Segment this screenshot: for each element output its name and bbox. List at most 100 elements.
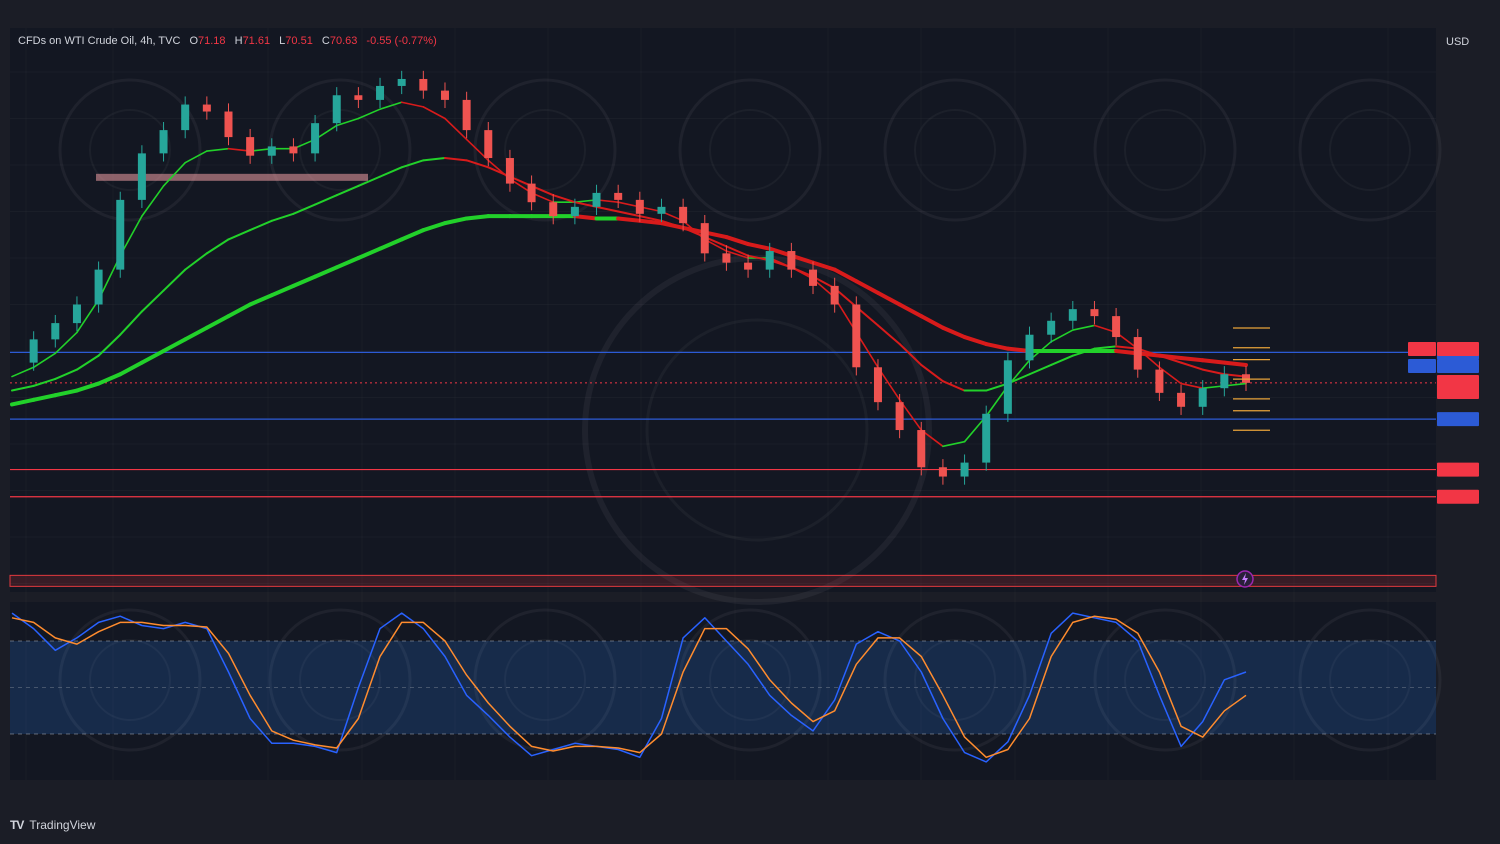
stoch-band: [10, 641, 1436, 734]
ema-line-segment: [1201, 368, 1226, 376]
candle-body: [332, 95, 341, 124]
alert-icon[interactable]: [1236, 570, 1254, 588]
ema-line-segment: [11, 384, 35, 392]
ema-line-segment: [357, 108, 381, 120]
candle-body: [917, 430, 926, 468]
tradingview-brand[interactable]: TV TradingView: [10, 818, 95, 832]
ema-line-segment: [422, 106, 446, 120]
ema-line-segment: [313, 265, 339, 279]
ema-line-segment: [1180, 361, 1204, 371]
candle-body: [744, 262, 753, 270]
ema-line-segment: [595, 205, 620, 213]
ema-line-segment: [184, 150, 208, 164]
ema-line-segment: [1093, 345, 1118, 350]
watermark-seal-icon: [1298, 78, 1442, 222]
ema-line-segment: [919, 314, 945, 330]
watermark-seal-icon: [1298, 608, 1442, 752]
watermark-seal-icon: [268, 608, 412, 752]
ema-line-segment: [334, 256, 361, 270]
ema-line-segment: [1222, 360, 1248, 367]
ema-line-segment: [11, 366, 35, 378]
quote-tag: [1408, 359, 1436, 373]
candle-body: [830, 285, 839, 305]
ema-line-segment: [464, 214, 491, 221]
candle-body: [1198, 388, 1207, 407]
candle-body: [938, 467, 947, 477]
stochastic-lines: [11, 612, 1247, 763]
ema-line-segment: [10, 397, 36, 407]
candle-body: [592, 192, 601, 207]
resistance-zone: [96, 173, 368, 181]
ema-line-segment: [421, 221, 447, 233]
ema-line-segment: [205, 238, 230, 255]
symbol-header[interactable]: CFDs on WTI Crude Oil, 4h, TVC O71.18 H7…: [18, 35, 437, 47]
candle-body: [1025, 334, 1034, 361]
ema-line-segment: [444, 117, 468, 141]
ema-line-segment: [920, 363, 944, 383]
ema-line-segment: [1050, 354, 1074, 366]
ema-line-segment: [1072, 324, 1096, 331]
ema-line-segment: [941, 380, 966, 392]
brand-label: TradingView: [29, 818, 96, 832]
candle-body: [311, 123, 320, 154]
ema-line-segment: [1200, 358, 1227, 365]
candle-body: [982, 413, 991, 463]
close-label: C: [321, 35, 330, 47]
ema-line-segment: [75, 354, 100, 371]
ema-line-segment: [617, 210, 641, 218]
currency-label: USD: [1446, 36, 1470, 48]
candle-body: [614, 192, 623, 200]
grid: [10, 640, 1436, 735]
ema-line-segment: [335, 117, 360, 127]
ema-line-segment: [942, 440, 966, 448]
ema-line-segment: [379, 101, 403, 110]
candle-body: [1090, 309, 1099, 317]
candle-body: [289, 146, 298, 154]
ema-line-segment: [725, 245, 750, 257]
ema-line-segment: [226, 302, 253, 319]
ema-line-segment: [898, 343, 923, 366]
ema-line-segment: [204, 314, 231, 330]
candle-body: [1003, 360, 1012, 414]
watermark-seal-icon: [709, 639, 791, 721]
price-tag: [1437, 412, 1479, 427]
ema-line-segment: [74, 381, 101, 393]
candle-body: [72, 304, 81, 324]
ema-line-segment: [1157, 353, 1184, 360]
candle-body: [267, 146, 276, 156]
ema-line-segment: [659, 221, 686, 230]
open-value: 71.18: [198, 35, 226, 47]
watermark-seal-icon: [504, 109, 586, 191]
candle-body: [1068, 309, 1077, 321]
ema-line-segment: [119, 310, 143, 336]
candle-body: [765, 251, 774, 270]
watermark-seal-icon: [58, 78, 202, 222]
watermark-seal-icon: [504, 639, 586, 721]
ema-line-segment: [183, 325, 209, 342]
candle-body: [635, 199, 644, 214]
watermark-seal-icon: [678, 78, 822, 222]
candle-body: [657, 206, 666, 214]
watermark-seal-icon: [89, 639, 171, 721]
watermark-seal-icon: [1329, 109, 1411, 191]
candle-body: [527, 183, 536, 203]
ema-line-segment: [443, 157, 468, 162]
ema-line-segment: [269, 283, 296, 298]
watermark-seal-icon: [299, 639, 381, 721]
ab-watermarks: [58, 78, 1442, 752]
price-tags: [1408, 342, 1479, 504]
candle-body: [505, 158, 514, 184]
ema-line-segment: [400, 159, 425, 169]
ema-line-segment: [378, 237, 404, 251]
candle-body: [224, 111, 233, 138]
ema-line-segment: [832, 267, 859, 284]
low-label: L: [279, 35, 286, 47]
ema-line-segment: [875, 290, 902, 307]
candle-body: [397, 78, 406, 86]
ema-line-segment: [1179, 355, 1205, 363]
stoch-series-line: [11, 615, 1247, 759]
ema-line-segment: [572, 214, 599, 221]
candle-body: [787, 251, 796, 270]
candle-body: [116, 199, 125, 270]
